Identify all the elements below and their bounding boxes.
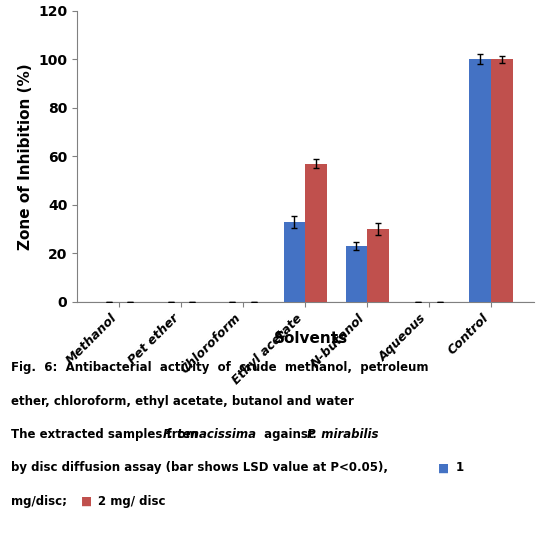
Bar (345, 246, 367, 302)
Text: Fig.  6:  Antibacterial  activity  of  crude  methanol,  petroleum: Fig. 6: Antibacterial activity of crude … (11, 361, 428, 374)
Text: 1: 1 (455, 461, 464, 474)
Bar (491, 59, 513, 302)
Text: by disc diffusion assay (bar shows LSD value at P<0.05),: by disc diffusion assay (bar shows LSD v… (11, 461, 388, 474)
Text: mg/disc;: mg/disc; (11, 495, 67, 508)
Text: ether, chloroform, ethyl acetate, butanol and water: ether, chloroform, ethyl acetate, butano… (11, 395, 354, 407)
Text: ■: ■ (438, 461, 449, 474)
Text: 2 mg/ disc: 2 mg/ disc (98, 495, 166, 508)
Text: P. mirabilis: P. mirabilis (307, 428, 378, 441)
Text: against: against (260, 428, 317, 441)
Bar (469, 59, 491, 302)
Text: ■: ■ (81, 495, 92, 508)
Bar (367, 229, 389, 302)
Y-axis label: Zone of Inhibition (%): Zone of Inhibition (%) (18, 63, 32, 250)
Text: The extracted samples from: The extracted samples from (11, 428, 202, 441)
Bar (284, 222, 305, 302)
Text: Solvents: Solvents (274, 331, 348, 347)
Text: F. tenacissima: F. tenacissima (163, 428, 256, 441)
Bar (305, 164, 327, 302)
